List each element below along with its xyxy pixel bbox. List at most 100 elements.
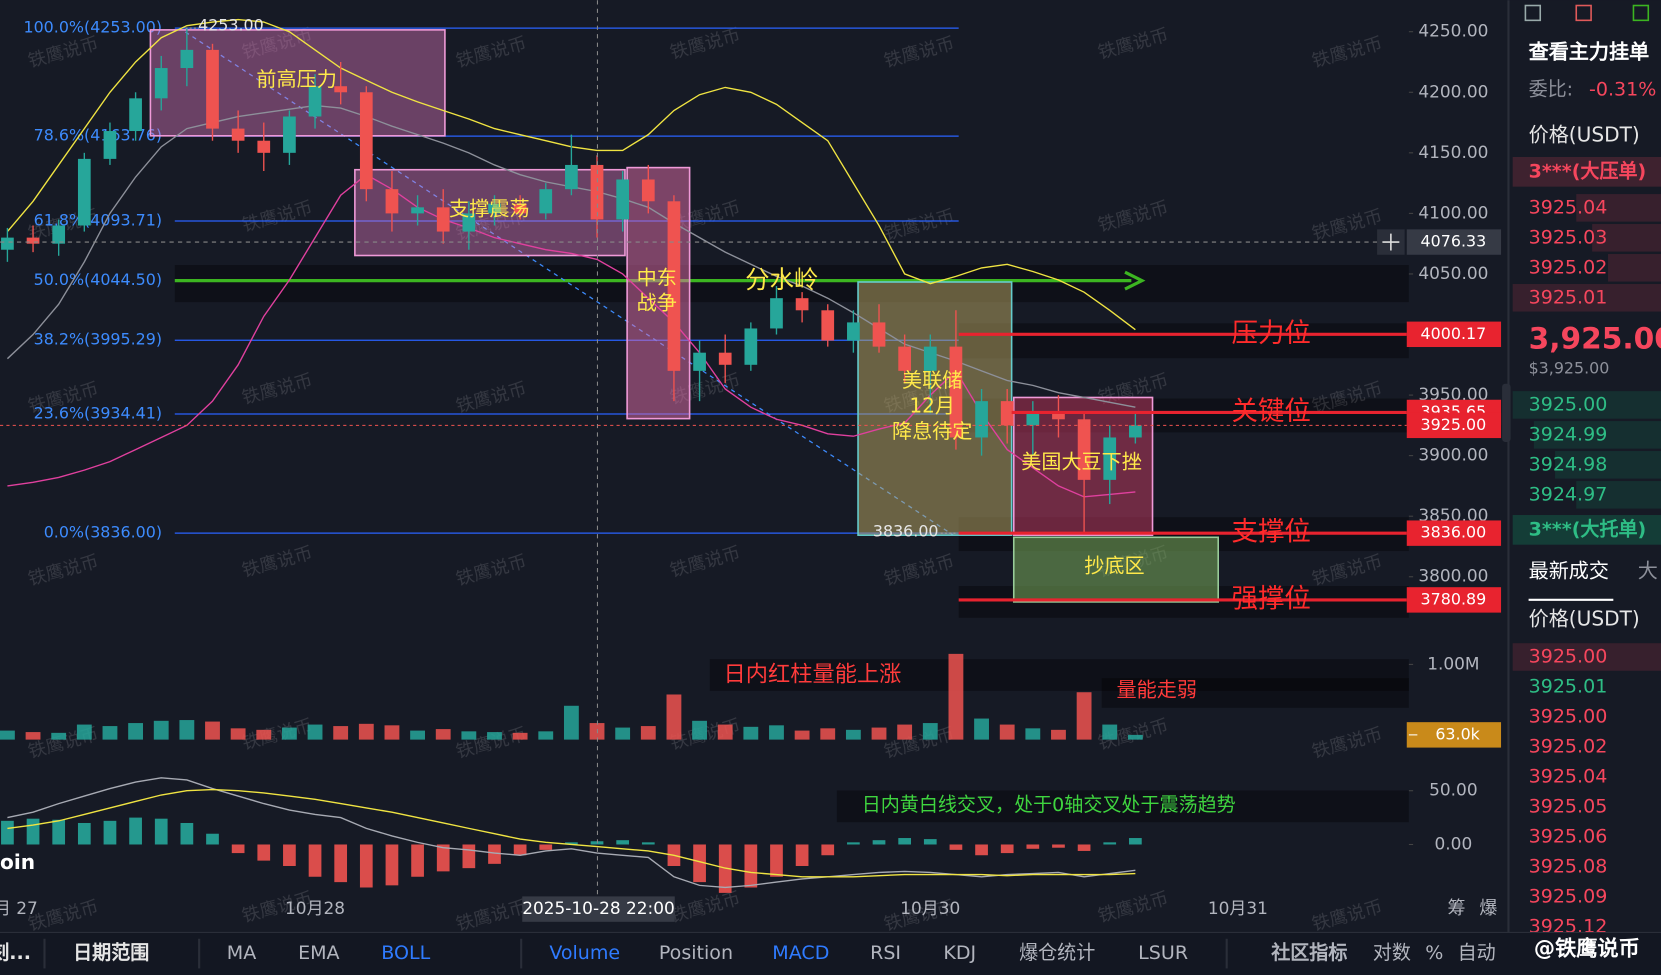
y-tick-label: 4100.00	[1418, 202, 1488, 222]
price-tag-label: 3836.00	[1421, 523, 1487, 542]
volume-bar	[1127, 734, 1143, 740]
y-tick-label: 3950.00	[1418, 384, 1488, 404]
macd-bar	[1026, 844, 1040, 849]
toolbar-item[interactable]: LSUR	[1138, 942, 1188, 964]
volume-bar	[410, 730, 425, 740]
trade-price: 3925.01	[1529, 675, 1608, 697]
crosshair-plus	[1382, 233, 1400, 251]
macd-bar	[1077, 844, 1091, 851]
volume-bar	[0, 730, 15, 740]
volume-bar	[230, 728, 246, 740]
macd-bar	[539, 844, 553, 850]
annotation: 战争	[637, 291, 677, 315]
macd-bar	[565, 842, 578, 845]
toolbar-item[interactable]: Volume	[549, 942, 620, 964]
x-tick-label: 10月31	[1208, 898, 1268, 918]
level-label: 关键位	[1231, 396, 1310, 427]
bid-depth	[1512, 391, 1661, 419]
macd-bar	[308, 844, 322, 877]
panel-icon[interactable]	[1632, 4, 1650, 22]
volume-bar	[948, 653, 964, 740]
big-bid: 3***(大托单)	[1529, 517, 1647, 540]
fib-label: 38.2%(3995.29)	[34, 330, 162, 349]
candle-body	[641, 179, 655, 202]
toolbar-item[interactable]: 社区指标	[1270, 941, 1347, 964]
y-tick-label: 4150.00	[1418, 142, 1488, 162]
macd-bar	[616, 840, 630, 845]
macd-bar	[411, 844, 424, 877]
panel-icon[interactable]	[1524, 4, 1542, 22]
x-tick-label: 10月30	[900, 898, 960, 918]
annotation: 前高压力	[256, 67, 336, 91]
candle-body	[513, 203, 527, 214]
toolbar-item[interactable]: Position	[659, 942, 733, 964]
annotation: 美联储	[902, 368, 962, 392]
price-tag-label: 3780.89	[1421, 589, 1487, 608]
volume-tag	[1406, 722, 1502, 748]
candle-body	[770, 298, 783, 329]
annotation: 日内黄白线交叉，处于0轴交叉处于震荡趋势	[862, 794, 1236, 816]
candle-body	[1129, 425, 1142, 438]
macd-bar	[770, 844, 783, 877]
ask-depth	[1576, 194, 1661, 222]
panel-title: 查看主力挂单	[1529, 40, 1650, 64]
macd-bar	[257, 844, 271, 861]
macd-bar	[77, 822, 91, 845]
low-marker: 3836.00	[873, 522, 939, 541]
toolbar-item[interactable]: 刻...	[0, 941, 31, 964]
macd-tick-label: 50.00	[1429, 780, 1478, 800]
candle-body	[1, 237, 14, 250]
candle-body	[744, 328, 758, 365]
candle-body	[667, 201, 681, 371]
price-tag	[1406, 229, 1502, 255]
toolbar-item[interactable]: 自动	[1458, 942, 1496, 964]
candle-body	[898, 346, 912, 371]
ratio-label: 委比:	[1529, 79, 1574, 101]
candle-body	[847, 322, 860, 341]
volume-bar	[435, 729, 451, 740]
toolbar-item[interactable]: BOLL	[381, 942, 430, 964]
macd-bar	[436, 844, 450, 872]
fib-label: 50.0%(4044.50)	[34, 270, 162, 289]
toolbar-item[interactable]: RSI	[870, 942, 901, 964]
trade-price: 3925.00	[1529, 645, 1608, 667]
trade-price: 3925.00	[1529, 705, 1608, 727]
volume-bar	[128, 723, 144, 740]
volume-bar	[1102, 724, 1118, 740]
candle-body	[26, 237, 40, 244]
toolbar-item[interactable]: 日期范围	[73, 941, 149, 964]
toolbar-item[interactable]: 爆仓统计	[1019, 942, 1095, 964]
macd-bar	[513, 844, 527, 856]
annotation: 降息待定	[892, 419, 972, 443]
trade-price: 3925.08	[1529, 855, 1608, 877]
toolbar-item[interactable]: EMA	[298, 942, 339, 964]
candle-body	[539, 189, 553, 214]
toolbar-item[interactable]: MA	[227, 942, 256, 964]
toolbar	[0, 932, 1661, 975]
volume-bar	[76, 724, 92, 740]
toolbar-item[interactable]: 对数	[1373, 942, 1411, 964]
volume-bar	[922, 723, 938, 740]
annotation: 日内红柱量能上涨	[724, 661, 902, 687]
macd-bar	[1129, 838, 1142, 845]
macd-bar	[872, 840, 886, 845]
candle-body	[436, 207, 450, 232]
candle-body	[231, 128, 245, 141]
ask-price: 3925.04	[1529, 196, 1608, 218]
toolbar-item[interactable]: KDJ	[943, 942, 976, 964]
volume-bar	[487, 732, 502, 740]
price-tag	[1406, 520, 1502, 546]
candle-body	[872, 322, 886, 347]
macd-bar	[1, 820, 14, 845]
panel-icon[interactable]	[1575, 4, 1592, 22]
ask-price: 3925.01	[1529, 286, 1608, 308]
macd-line	[7, 777, 1136, 889]
toolbar-item[interactable]: %	[1425, 942, 1443, 964]
legend-fragment: oin	[0, 850, 35, 874]
volume-bar	[153, 720, 169, 740]
candle-body	[257, 140, 271, 153]
band	[958, 323, 1409, 359]
toolbar-item[interactable]: MACD	[772, 942, 829, 964]
price-tag-label: 4076.33	[1421, 232, 1487, 251]
